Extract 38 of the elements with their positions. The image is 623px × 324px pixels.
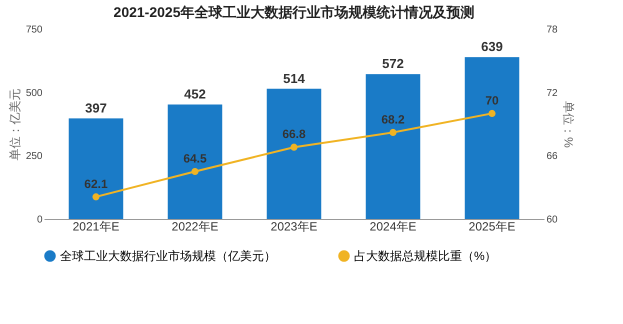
data-label: 66.8	[282, 127, 306, 142]
bar	[266, 88, 322, 219]
point	[92, 193, 100, 200]
data-label: 572	[382, 56, 404, 72]
y-axis-title: 单位：亿美元	[8, 88, 22, 160]
legend-label: 全球工业大数据行业市场规模（亿美元）	[60, 249, 276, 263]
data-label: 639	[481, 39, 503, 54]
x-tick-label: 2021年E	[72, 220, 120, 234]
data-label: 514	[283, 70, 306, 86]
bar	[366, 74, 420, 219]
data-label: 70	[485, 93, 500, 108]
x-tick-label: 2025年E	[468, 220, 516, 234]
y-tick-label: 750	[26, 24, 43, 36]
data-label: 68.2	[381, 112, 406, 126]
y-tick-label: 500	[26, 88, 43, 99]
x-tick-label: 2024年E	[370, 220, 416, 234]
x-tick-label: 2022年E	[172, 220, 218, 234]
legend-label: 占大数据总规模比重（%）	[354, 249, 497, 263]
bar	[464, 57, 520, 219]
y2-tick-label: 60	[546, 214, 558, 226]
point	[488, 110, 496, 117]
bar	[168, 104, 222, 219]
y2-tick-label: 66	[546, 151, 558, 162]
y-tick-label: 250	[26, 151, 43, 162]
y2-axis-title: 单位：%	[562, 101, 576, 148]
data-label: 452	[184, 86, 206, 102]
point	[191, 168, 199, 176]
data-label: 62.1	[84, 176, 108, 191]
y2-tick-label: 72	[546, 88, 558, 99]
x-tick-label: 2023年E	[270, 220, 318, 234]
point	[290, 144, 298, 151]
bar	[68, 118, 124, 219]
y2-tick-label: 78	[546, 24, 558, 36]
y-tick-label: 0	[36, 214, 43, 226]
data-label: 397	[85, 100, 107, 116]
chart-title: 2021-2025年全球工业大数据行业市场规模统计情况及预测	[114, 4, 474, 20]
point	[389, 128, 397, 136]
data-label: 64.5	[183, 152, 207, 166]
